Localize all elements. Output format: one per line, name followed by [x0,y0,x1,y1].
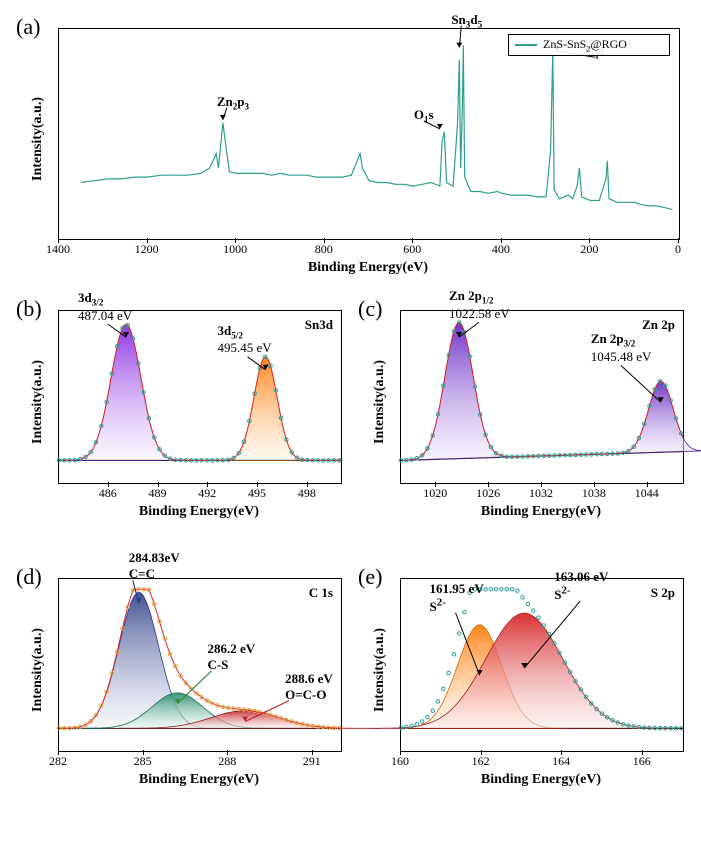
xtick: 492 [187,486,227,501]
peak-anno: 3d5/2495.45 eV [218,323,272,357]
xtick: 285 [123,754,163,769]
xtick: 498 [287,486,327,501]
xtick: 1038 [574,486,614,501]
xtick: 288 [207,754,247,769]
xlabel-d: Binding Energy(eV) [58,772,340,788]
peak-anno: 286.2 eVC-S [207,641,255,673]
ylabel-e: Intensity(a.u.) [372,628,388,712]
peak-anno: Zn 2p1/21022.58 eV [449,288,510,322]
xlabel-e: Binding Energy(eV) [400,772,682,788]
annotation: Zn2p3 [217,94,249,112]
xtick: 1400 [38,242,78,257]
xtick: 160 [380,754,420,769]
corner-label-b: Sn3d [305,317,333,333]
xtick: 282 [38,754,78,769]
xtick: 1000 [215,242,255,257]
xtick: 486 [88,486,128,501]
panel-label-b: (b) [16,296,42,322]
xtick: 489 [138,486,178,501]
xtick: 1032 [521,486,561,501]
panel-label-a: (a) [16,14,40,40]
peak-anno: 288.6 eVO=C-O [285,671,333,703]
xtick: 1200 [127,242,167,257]
plot-c: Zn 2pZn 2p1/21022.58 eVZn 2p3/21045.48 e… [400,310,684,484]
peak-anno: 161.95 eVS2- [430,581,484,615]
xtick: 495 [237,486,277,501]
xtick: 166 [622,754,662,769]
ylabel-d: Intensity(a.u.) [30,628,46,712]
xtick: 400 [481,242,521,257]
legend-label: ZnS-SnS2@RGO [543,37,627,53]
plot-e: S 2p161.95 eVS2-163.06 eVS2- [400,578,684,752]
plot-d: C 1s284.83eVC=C286.2 eVC-S288.6 eVO=C-O [58,578,342,752]
peak-anno: 3d3/2487.04 eV [78,290,132,324]
ylabel-a: Intensity(a.u.) [30,97,46,181]
panel-label-e: (e) [358,564,382,590]
xtick: 0 [658,242,698,257]
xtick: 1044 [627,486,667,501]
xtick: 600 [392,242,432,257]
annotation: Sn3d5 [451,12,482,30]
annotation: O1s [414,107,434,125]
xtick: 162 [461,754,501,769]
xps-figure: (a)Zn2p3O1sSn3d5C1sBinding Energy(eV)Int… [0,0,701,842]
xlabel-a: Binding Energy(eV) [58,260,678,276]
xtick: 200 [569,242,609,257]
xtick: 800 [304,242,344,257]
legend-a: ZnS-SnS2@RGO [508,34,670,56]
xlabel-c: Binding Energy(eV) [400,504,682,520]
peak-anno: Zn 2p3/21045.48 eV [591,331,652,365]
xtick: 1026 [468,486,508,501]
panel-label-c: (c) [358,296,382,322]
xlabel-b: Binding Energy(eV) [58,504,340,520]
corner-label-e: S 2p [651,585,675,601]
panel-label-d: (d) [16,564,42,590]
xtick: 164 [541,754,581,769]
peak-anno: 284.83eVC=C [129,550,180,582]
corner-label-d: C 1s [309,585,333,601]
plot-b: Sn3d3d3/2487.04 eV3d5/2495.45 eV [58,310,342,484]
ylabel-c: Intensity(a.u.) [372,360,388,444]
plot-a: Zn2p3O1sSn3d5C1s [58,28,680,240]
xtick: 1020 [415,486,455,501]
xtick: 291 [292,754,332,769]
peak-anno: 163.06 eVS2- [554,569,608,603]
ylabel-b: Intensity(a.u.) [30,360,46,444]
